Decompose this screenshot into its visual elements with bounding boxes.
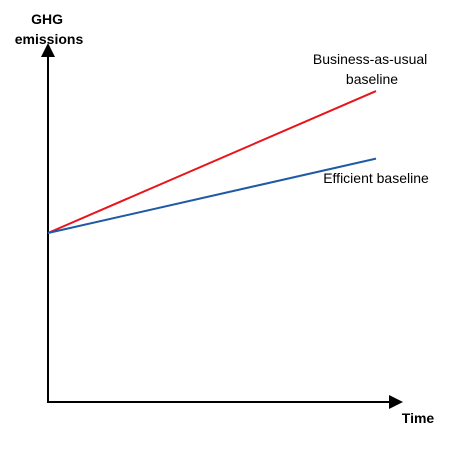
series-label-business-as-usual-line-1: Business-as-usual xyxy=(313,51,427,67)
series-line-efficient xyxy=(47,157,377,234)
y-axis-title-line-1: GHG xyxy=(31,11,63,27)
series-line-business-as-usual xyxy=(47,90,377,234)
series-label-business-as-usual-line-2: baseline xyxy=(346,71,398,87)
x-axis-title: Time xyxy=(402,410,435,426)
y-axis-title-line-2: emissions xyxy=(15,31,84,47)
y-axis-title: GHG emissions xyxy=(15,11,84,47)
series-label-efficient: Efficient baseline xyxy=(323,170,429,186)
series-label-business-as-usual: Business-as-usual baseline xyxy=(313,51,431,87)
